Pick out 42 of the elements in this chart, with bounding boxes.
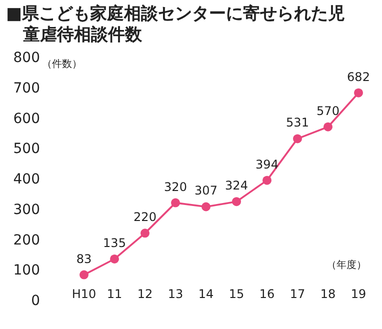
data-label: 394 (256, 157, 278, 172)
x-tick-label: 14 (198, 287, 214, 301)
point (262, 176, 272, 185)
x-tick-label: 17 (290, 287, 306, 301)
y-tick-label: 500 (13, 141, 40, 158)
x-tick-label: H10 (72, 287, 96, 301)
data-label: 531 (286, 116, 309, 130)
point (171, 198, 180, 208)
y-tick-label: 600 (13, 110, 40, 127)
point (80, 270, 88, 280)
point (110, 254, 119, 264)
data-label: 682 (347, 70, 370, 84)
y-tick-label: 200 (13, 232, 40, 248)
data-label: 135 (103, 236, 126, 250)
x-tick-label: 16 (259, 287, 275, 301)
x-tick-label: 15 (228, 287, 244, 301)
data-label: 220 (134, 210, 156, 224)
chart-title: ■県こども家庭相談センターに寄せられた児童虐待相談件数 (6, 4, 346, 46)
y-tick-label: 400 (13, 172, 40, 188)
x-axis-title: （年度） (326, 259, 366, 271)
x-tick-label: 13 (168, 287, 184, 301)
y-tick-label: 0 (31, 293, 40, 309)
y-tick-label: 700 (13, 80, 40, 96)
point (140, 228, 150, 238)
y-tick-label: 100 (13, 262, 40, 279)
data-label: 307 (194, 184, 218, 198)
x-tick-label: 18 (320, 287, 336, 301)
data-label: 324 (225, 178, 248, 193)
data-label: 570 (316, 104, 340, 118)
y-axis-title: （件数） (42, 59, 82, 70)
point (232, 197, 241, 206)
y-tick-label: 800 (13, 50, 40, 66)
point (324, 122, 332, 132)
data-label: 320 (164, 180, 187, 194)
x-tick-label: 11 (106, 287, 122, 301)
point (293, 134, 302, 144)
x-tick-label: 19 (350, 287, 366, 301)
x-tick-label: 12 (137, 287, 153, 301)
point (354, 88, 363, 98)
data-label: 83 (76, 252, 92, 266)
y-tick-label: 300 (13, 202, 40, 218)
point (202, 202, 210, 212)
